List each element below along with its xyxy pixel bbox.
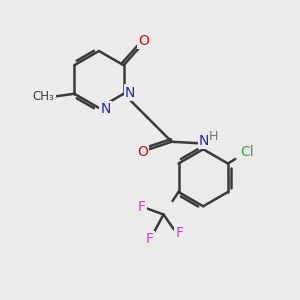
Text: N: N <box>100 102 111 116</box>
Text: N: N <box>199 134 209 148</box>
Text: H: H <box>209 130 218 143</box>
Text: F: F <box>176 226 183 240</box>
Text: F: F <box>146 232 154 246</box>
Text: N: N <box>125 85 136 100</box>
Text: O: O <box>137 145 148 159</box>
Text: Cl: Cl <box>241 145 254 158</box>
Text: O: O <box>138 34 149 48</box>
Text: CH₃: CH₃ <box>33 90 55 103</box>
Text: F: F <box>138 200 146 214</box>
